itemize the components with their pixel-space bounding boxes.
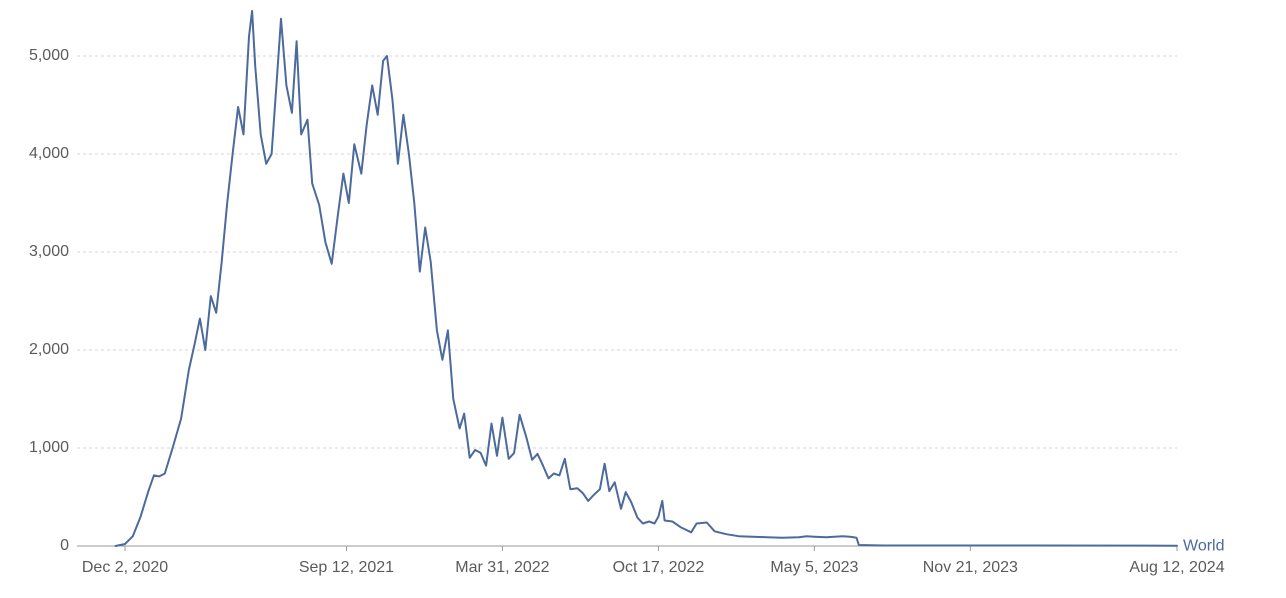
x-tick-label: Aug 12, 2024 xyxy=(1129,559,1224,576)
x-tick-label: Oct 17, 2022 xyxy=(613,559,705,576)
y-tick-label: 4,000 xyxy=(29,145,69,162)
x-tick-label: Dec 2, 2020 xyxy=(82,559,168,576)
x-axis-labels: Dec 2, 2020 Sep 12, 2021 Mar 31, 2022 Oct 1… xyxy=(82,559,1225,576)
y-tick-label: 1,000 xyxy=(29,439,69,456)
y-tick-label: 0 xyxy=(60,537,69,554)
x-tick-label: May 5, 2023 xyxy=(770,559,858,576)
series-layer: World xyxy=(114,9,1225,555)
y-tick-label: 3,000 xyxy=(29,243,69,260)
x-tick-label: Nov 21, 2023 xyxy=(923,559,1018,576)
x-tick-label: Mar 31, 2022 xyxy=(455,559,549,576)
series-line xyxy=(114,9,1178,547)
y-tick-label: 5,000 xyxy=(29,47,69,64)
series-label: World xyxy=(1183,538,1225,555)
grid-layer xyxy=(77,55,1177,449)
y-axis: 0 1,000 2,000 3,000 4,000 5,000 xyxy=(29,47,69,554)
x-axis xyxy=(77,545,1178,551)
y-tick-label: 2,000 xyxy=(29,341,69,358)
x-tick-label: Sep 12, 2021 xyxy=(299,559,394,576)
